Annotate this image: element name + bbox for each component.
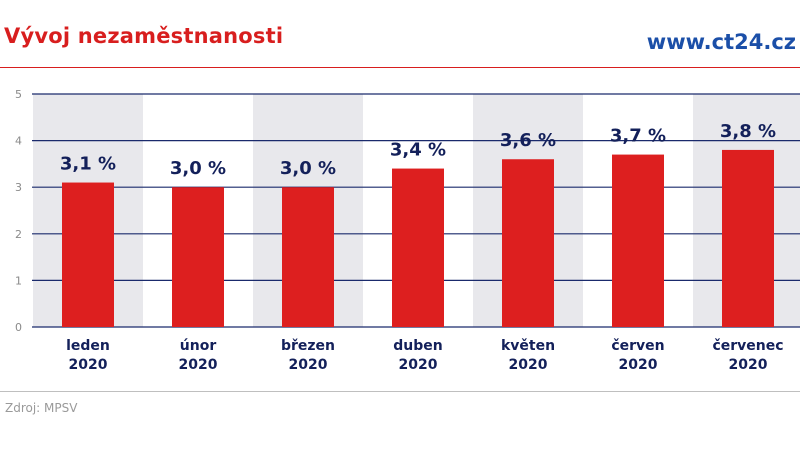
y-axis-ticks: 0 1 2 3 4 5	[15, 88, 22, 334]
bar	[392, 168, 444, 327]
x-tick-label-year: 2020	[729, 357, 768, 373]
x-tick-label-month: červenec	[712, 338, 783, 354]
x-tick-label-month: červen	[611, 338, 664, 354]
bars	[62, 149, 774, 327]
bar	[62, 182, 114, 327]
value-labels: 3,1 % 3,0 % 3,0 % 3,4 % 3,6 % 3,7 % 3,8 %	[60, 121, 776, 179]
source-note: Zdroj: MPSV	[5, 401, 78, 415]
chart-title: Vývoj nezaměstnanosti	[4, 24, 284, 48]
y-tick-label: 0	[15, 321, 22, 334]
y-tick-label: 2	[15, 228, 22, 241]
bar	[722, 149, 774, 327]
y-tick-label: 4	[15, 135, 22, 148]
x-tick-label-year: 2020	[289, 357, 328, 373]
x-tick-label-year: 2020	[69, 357, 108, 373]
bar	[612, 154, 664, 327]
footer-divider	[0, 391, 800, 392]
value-label: 3,0 %	[170, 158, 226, 179]
x-tick-label-month: duben	[393, 338, 442, 354]
bar	[282, 187, 334, 327]
x-tick-label-month: květen	[501, 338, 555, 354]
brand-link[interactable]: www.ct24.cz	[646, 30, 796, 54]
x-tick-label-year: 2020	[619, 357, 658, 373]
x-tick-label-month: únor	[180, 338, 217, 354]
value-label: 3,4 %	[390, 140, 446, 161]
value-label: 3,6 %	[500, 130, 556, 151]
x-tick-label-month: březen	[281, 338, 335, 354]
x-axis-labels: leden 2020 únor 2020 březen 2020 duben 2020 květ…	[66, 338, 783, 373]
y-tick-label: 3	[15, 181, 22, 194]
x-tick-label-year: 2020	[399, 357, 438, 373]
bar	[172, 187, 224, 327]
value-label: 3,7 %	[610, 126, 666, 147]
x-tick-label-year: 2020	[179, 357, 218, 373]
y-tick-label: 1	[15, 274, 22, 287]
x-tick-label-month: leden	[66, 338, 110, 354]
x-tick-label-year: 2020	[509, 357, 548, 373]
value-label: 3,8 %	[720, 121, 776, 142]
bar	[502, 159, 554, 327]
bar-chart: 0 1 2 3 4 5 3,1 % 3,0 % 3,0 % 3,4 % 3,6 % 3,7 % 3,8…	[15, 88, 800, 373]
y-tick-label: 5	[15, 88, 22, 101]
title-divider	[0, 67, 800, 68]
value-label: 3,1 %	[60, 154, 116, 175]
value-label: 3,0 %	[280, 158, 336, 179]
